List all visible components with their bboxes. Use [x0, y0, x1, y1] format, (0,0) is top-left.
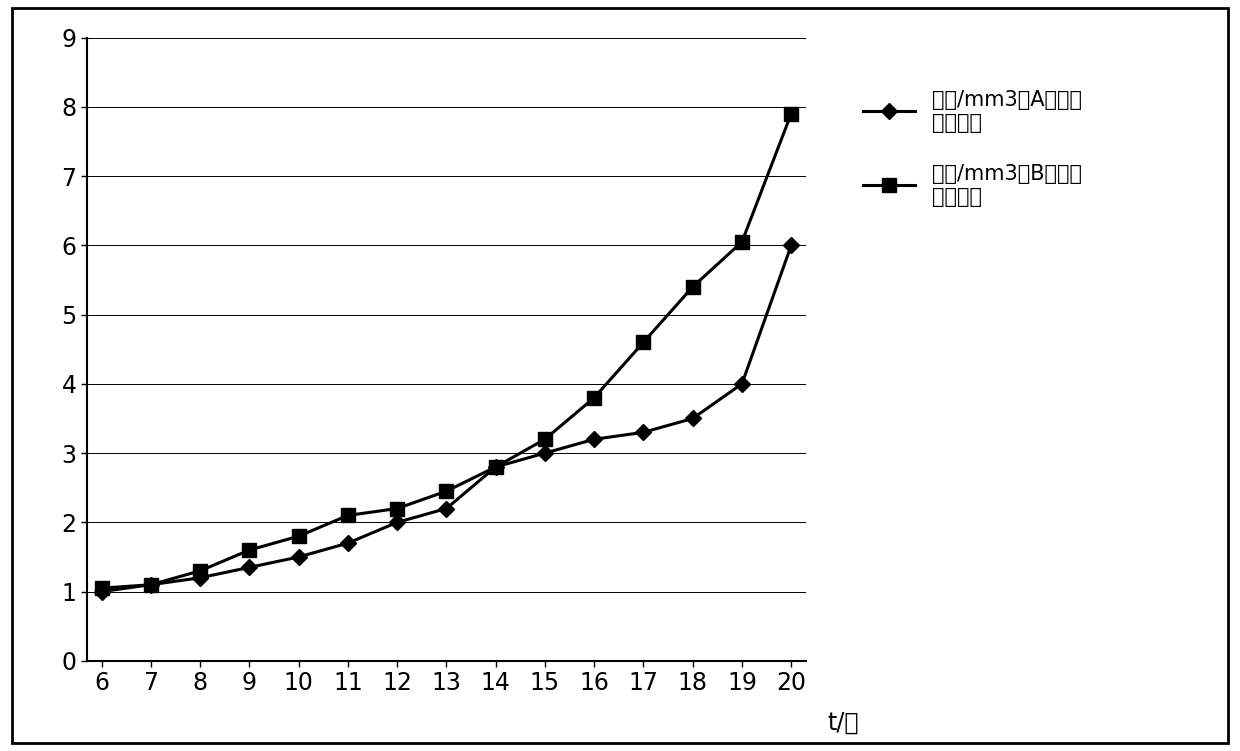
Text: t/天: t/天	[827, 710, 859, 734]
Legend: 个数/mm3（A组）单
位：十万, 个数/mm3（B组）单
位：十万: 个数/mm3（A组）单 位：十万, 个数/mm3（B组）单 位：十万	[852, 79, 1092, 218]
